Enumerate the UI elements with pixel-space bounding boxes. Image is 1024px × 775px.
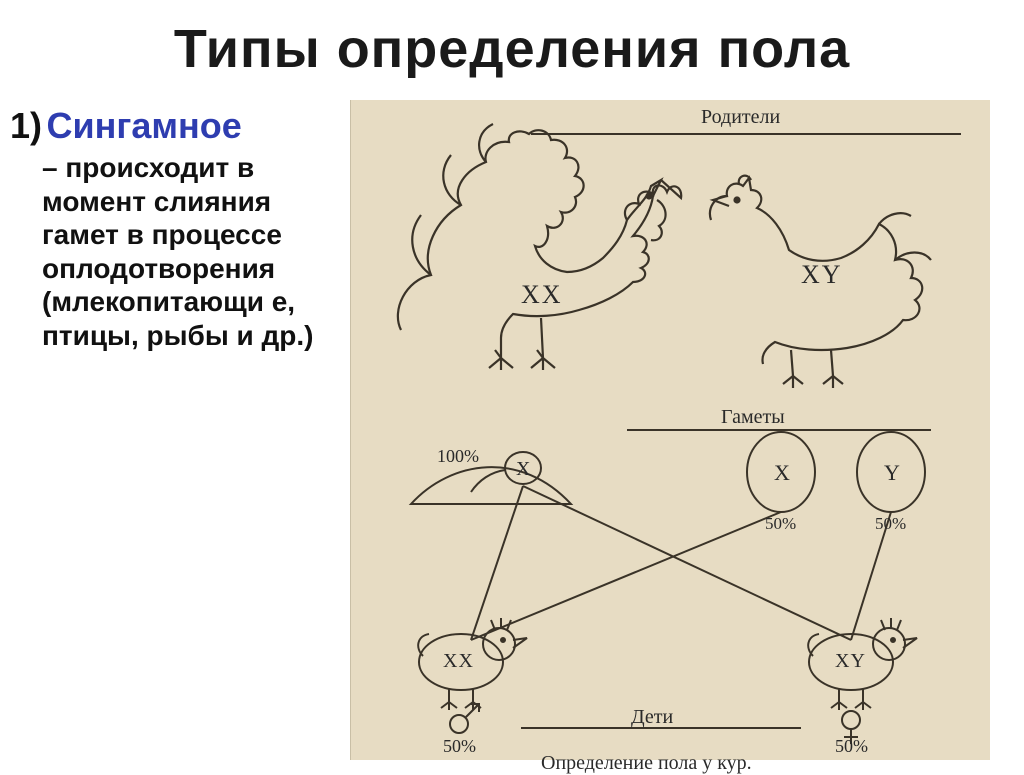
hen-genotype: XY xyxy=(801,260,843,290)
egg-x-percent: 50% xyxy=(765,514,796,534)
term: Сингамное xyxy=(46,105,241,146)
egg-y-label: Y xyxy=(884,460,900,486)
definition-text: – происходит в момент слияния гамет в пр… xyxy=(42,151,340,353)
rooster-genotype: XX xyxy=(521,280,563,310)
male-gamete-percent: 100% xyxy=(437,446,479,467)
list-number: 1) xyxy=(10,105,42,146)
chick-right-genotype: XY xyxy=(835,650,866,673)
male-symbol-icon xyxy=(450,704,479,733)
children-label: Дети xyxy=(631,706,673,729)
diagram-caption: Определение пола у кур. xyxy=(541,752,752,775)
male-gamete-label: X xyxy=(516,458,530,481)
offspring-left-percent: 50% xyxy=(443,736,476,757)
offspring-right-percent: 50% xyxy=(835,736,868,757)
page-title: Типы определения пола xyxy=(0,0,1024,80)
cross-lines xyxy=(471,486,891,640)
rooster-icon xyxy=(398,124,681,370)
text-column: 1) Сингамное – происходит в момент слиян… xyxy=(10,105,340,353)
chick-left-genotype: XX xyxy=(443,650,474,673)
egg-y-percent: 50% xyxy=(875,514,906,534)
gametes-label: Гаметы xyxy=(721,406,785,429)
genetics-diagram: Родители xyxy=(350,100,990,760)
list-item-1: 1) Сингамное xyxy=(10,105,340,147)
egg-x-label: X xyxy=(774,460,790,486)
